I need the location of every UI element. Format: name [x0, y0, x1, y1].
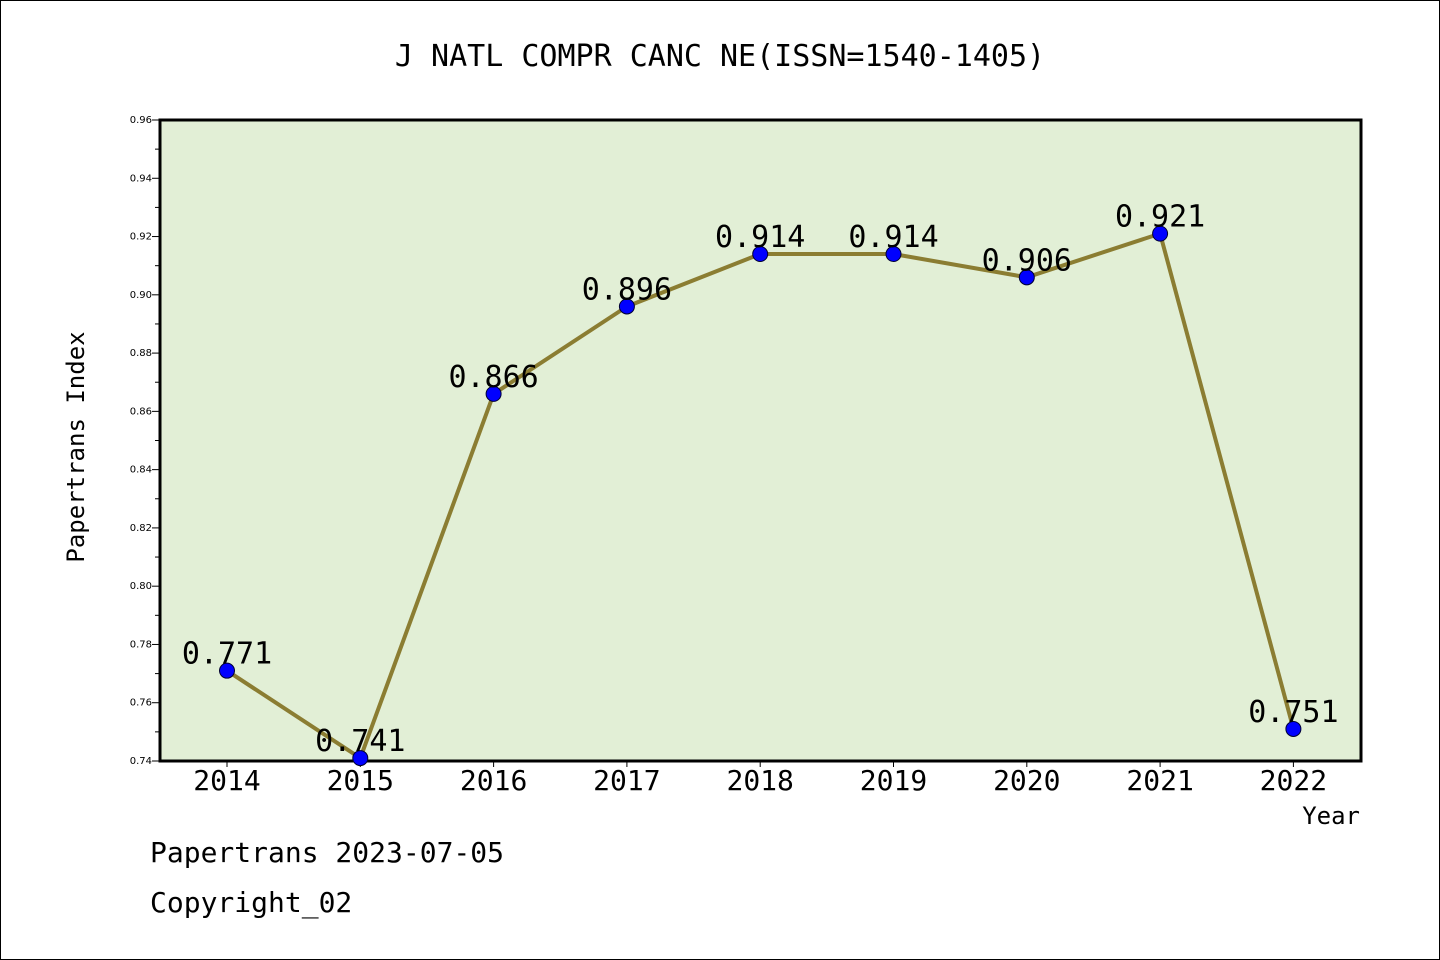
y-axis: 0.74 0.76 0.78 0.80 0.82 0.84 0.86 0.88 0.90 0.92… [130, 115, 160, 767]
y-tick-label: 0.82 [130, 523, 152, 534]
y-tick-label: 0.84 [130, 465, 152, 476]
x-tick-label: 2016 [460, 764, 527, 797]
data-point-2019 [885, 246, 902, 263]
x-tick-label: 2017 [593, 764, 660, 797]
y-tick-label: 0.96 [130, 115, 152, 126]
data-label-2021: 0.921 [1115, 200, 1205, 235]
y-tick-label: 0.74 [130, 756, 152, 767]
y-tick-label: 0.80 [130, 581, 152, 592]
data-point-2020 [1018, 269, 1035, 286]
data-label-2015: 0.741 [315, 724, 405, 759]
y-tick-label: 0.92 [130, 232, 152, 243]
data-label-2019: 0.914 [848, 220, 938, 255]
x-tick-label: 2018 [726, 764, 793, 797]
x-axis-label: Year [1302, 802, 1360, 830]
data-label-2022: 0.751 [1248, 695, 1338, 730]
data-markers [219, 225, 1302, 767]
y-tick-label: 0.94 [130, 173, 152, 184]
data-label-2017: 0.896 [582, 272, 672, 307]
footer-copyright: Copyright_02 [150, 886, 353, 919]
data-labels: 0.771 0.741 0.866 0.896 0.914 0.914 0.906 0.921… [182, 200, 1339, 759]
y-tick-label: 0.78 [130, 639, 152, 650]
data-label-2020: 0.906 [982, 243, 1072, 278]
y-tick-label: 0.90 [130, 290, 152, 301]
y-tick-label: 0.76 [130, 698, 152, 709]
footer-date: Papertrans 2023-07-05 [150, 836, 505, 869]
data-point-2016 [485, 385, 502, 402]
data-label-2014: 0.771 [182, 637, 272, 672]
data-point-2018 [752, 246, 769, 263]
data-point-2021 [1152, 225, 1169, 242]
data-point-2015 [352, 750, 369, 767]
y-tick-label: 0.88 [130, 348, 152, 359]
y-tick-label: 0.86 [130, 406, 152, 417]
x-tick-label: 2015 [327, 764, 394, 797]
data-point-2014 [219, 662, 235, 679]
data-point-2022 [1285, 720, 1302, 737]
x-tick-label: 2020 [993, 764, 1060, 797]
x-tick-label: 2019 [860, 764, 927, 797]
x-axis: 2014 2015 2016 2017 2018 2019 2020 2021 2022 [193, 761, 1327, 797]
y-axis-label: Papertrans Index [62, 331, 90, 562]
chart-title: J NATL COMPR CANC NE(ISSN=1540-1405) [395, 39, 1045, 74]
x-tick-label: 2022 [1260, 764, 1327, 797]
x-tick-label: 2021 [1126, 764, 1193, 797]
data-label-2016: 0.866 [448, 360, 538, 395]
data-label-2018: 0.914 [715, 220, 805, 255]
x-tick-label: 2014 [193, 764, 260, 797]
data-point-2017 [618, 298, 635, 315]
